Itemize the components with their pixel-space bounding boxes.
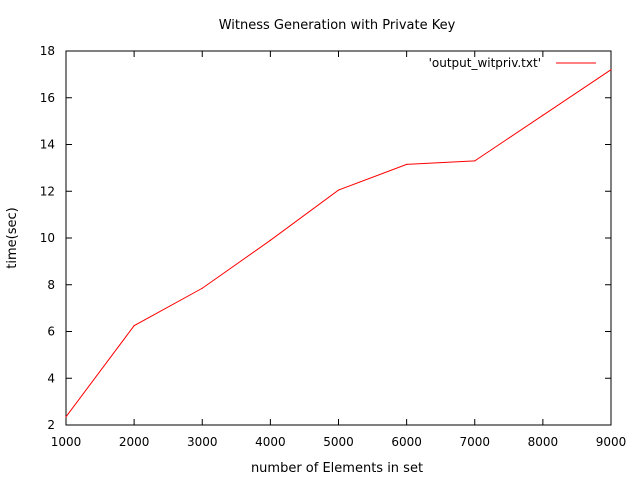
y-tick-label: 8: [47, 278, 55, 292]
legend: 'output_witpriv.txt': [429, 56, 596, 70]
x-axis-label: number of Elements in set: [251, 461, 423, 476]
y-tick-label: 2: [47, 418, 55, 432]
data-point: [337, 189, 340, 191]
chart-title: Witness Generation with Private Key: [219, 18, 456, 33]
data-point: [65, 416, 67, 418]
data-point: [201, 287, 203, 289]
x-tick-label: 1000: [51, 435, 82, 449]
y-tick-label: 16: [40, 91, 55, 105]
plot-frame: [65, 50, 612, 426]
x-tick-label: 9000: [596, 435, 627, 449]
x-tick-label: 5000: [323, 435, 354, 449]
data-point: [610, 69, 612, 71]
data-point: [133, 325, 135, 327]
x-tick-label: 7000: [459, 435, 490, 449]
series-group: [65, 69, 612, 418]
x-tick-label: 3000: [187, 435, 218, 449]
y-tick-label: 14: [40, 138, 55, 152]
data-point: [406, 163, 408, 165]
axis-ticks: 1000 2000 3000 4000 5000 6000 7000 8000 9000 2 4 6 8…: [40, 44, 627, 449]
y-tick-label: 6: [47, 325, 55, 339]
y-tick-label: 10: [40, 231, 55, 245]
series-line: [65, 69, 612, 418]
data-point: [474, 160, 476, 162]
x-tick-label: 8000: [528, 435, 559, 449]
x-tick-label: 4000: [255, 435, 286, 449]
data-point: [269, 239, 271, 241]
legend-label: 'output_witpriv.txt': [429, 56, 541, 70]
x-tick-label: 6000: [391, 435, 422, 449]
y-tick-label: 12: [40, 184, 55, 198]
y-axis-label: time(sec): [5, 207, 20, 268]
data-point: [542, 114, 544, 116]
y-tick-label: 4: [47, 371, 55, 385]
x-tick-label: 2000: [119, 435, 150, 449]
y-tick-label: 18: [40, 44, 55, 58]
